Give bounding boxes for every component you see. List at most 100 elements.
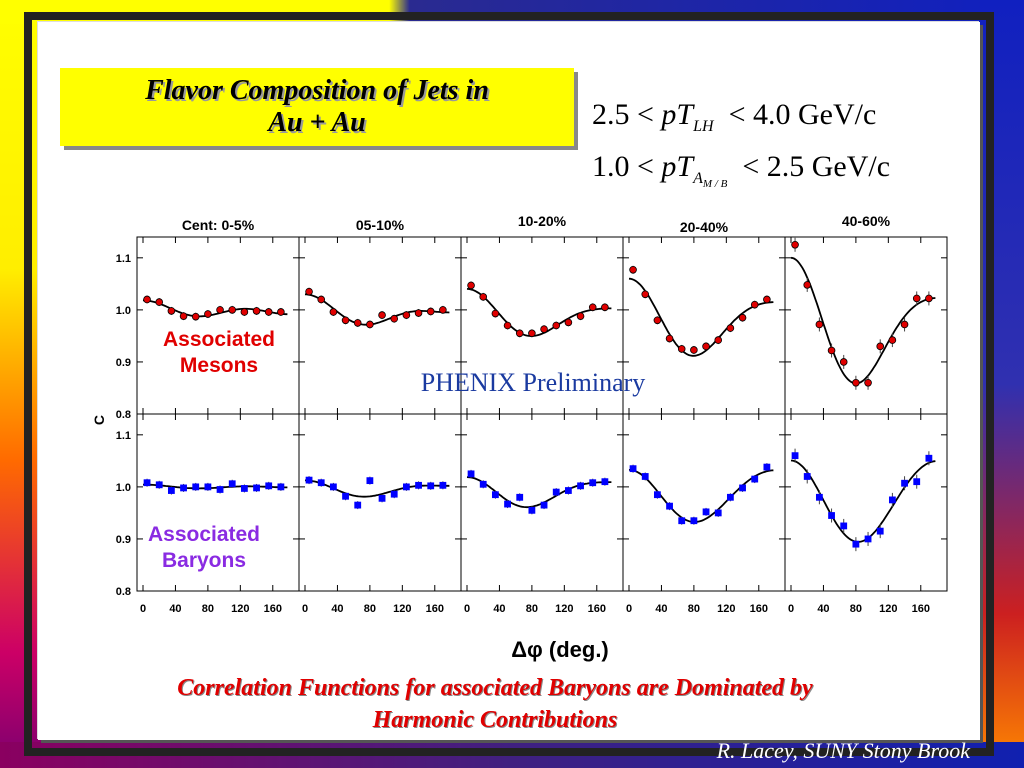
x-tick-label: 40 [817,603,829,615]
meson-point [629,265,637,274]
y-tick-label: 1.1 [116,253,131,265]
meson-point [564,318,573,327]
x-tick-label: 120 [717,603,735,615]
less-than-sign: < [637,98,654,131]
baryon-point [491,491,499,499]
centrality-label: 05-10% [356,217,405,233]
meson-point [677,345,686,353]
x-tick-label: 40 [331,603,343,615]
meson-point [601,303,609,312]
baryon-point [925,454,933,462]
meson-point [390,314,399,323]
x-axis-label: Δφ (deg.) [511,637,609,662]
meson-point [402,311,411,319]
baryon-point [803,473,811,480]
author-credit: R. Lacey, SUNY Stony Brook [716,738,970,763]
centrality-label: 40-60% [842,213,891,229]
assoc-pt-subsub: M / B [702,178,728,191]
meson-point [228,306,237,314]
baryon-point [901,479,908,487]
trigger-pt-high: 4.0 GeV/c [752,98,877,131]
baryon-point [216,486,224,493]
associated-pt-range: 1.0 < pTAM / B < 2.5 GeV/c [592,150,890,190]
conclusion-text: Correlation Functions for associated Bar… [177,675,813,733]
baryon-point [204,483,212,491]
y-tick-label: 1.0 [116,305,131,317]
meson-point [426,307,435,316]
meson-point [414,309,423,317]
baryon-point [479,480,487,488]
less-than-sign: < [637,150,654,183]
meson-point [503,321,512,330]
baryon-point [439,481,447,489]
row-label: Mesons [180,354,258,377]
x-tick-label: 80 [688,603,700,615]
y-tick-label: 1.0 [116,482,131,494]
assoc-pt-sub: A [693,170,703,187]
baryon-point [913,478,921,486]
assoc-pt-var: pT [661,150,694,183]
fit-curve [790,256,936,385]
baryon-point [589,479,597,487]
fit-curve [143,483,288,490]
x-tick-label: 160 [750,603,768,615]
meson-point [305,287,313,296]
meson-point [588,303,597,312]
meson-point [252,307,261,315]
baryon-point [390,490,398,498]
x-tick-label: 40 [493,603,505,615]
meson-point [702,342,710,351]
baryon-point [864,535,872,543]
meson-point [726,324,735,332]
baryon-point [690,517,698,525]
meson-point [576,312,585,320]
fit-curve [466,476,612,509]
baryon-point [329,483,337,491]
baryon-point [852,540,860,548]
meson-point [341,316,350,325]
centrality-label: Cent: 0-5% [182,217,255,233]
baryon-point [155,481,163,489]
baryon-point [763,463,771,471]
panel-frame [784,236,948,415]
meson-point [864,378,872,387]
meson-point [491,309,500,318]
x-tick-label: 120 [231,603,249,615]
trigger-pt-var: pT [661,98,694,131]
baryon-point [427,482,435,490]
fit-curve [304,293,450,326]
baryon-point [228,480,236,488]
meson-point [167,307,176,315]
meson-point [552,321,561,330]
baryon-point [253,484,260,492]
meson-point [852,378,860,387]
meson-point [528,329,536,338]
meson-point [317,295,326,304]
less-than-sign: < [742,150,760,183]
baryon-point [552,488,560,496]
x-tick-label: 160 [264,603,282,615]
meson-point [479,293,488,301]
x-tick-label: 0 [788,603,794,615]
baryon-point [840,522,848,530]
trigger-pt-low: 2.5 [592,98,630,131]
meson-point [665,334,674,343]
meson-point [143,295,151,304]
baryon-point [653,491,661,499]
baryon-point [629,465,637,473]
meson-point [888,336,897,344]
meson-point [216,306,224,314]
meson-point [750,300,759,309]
assoc-pt-low: 1.0 [592,150,630,183]
baryon-point [342,492,349,500]
baryon-point [876,527,884,535]
baryon-point [714,509,722,517]
x-tick-label: 80 [202,603,214,615]
trigger-pt-sub: LH [693,118,714,135]
meson-point [240,308,249,316]
baryon-point [577,482,584,490]
meson-point [277,308,285,316]
panel-frame [622,236,786,415]
x-tick-label: 0 [464,603,470,615]
meson-point [839,358,848,366]
